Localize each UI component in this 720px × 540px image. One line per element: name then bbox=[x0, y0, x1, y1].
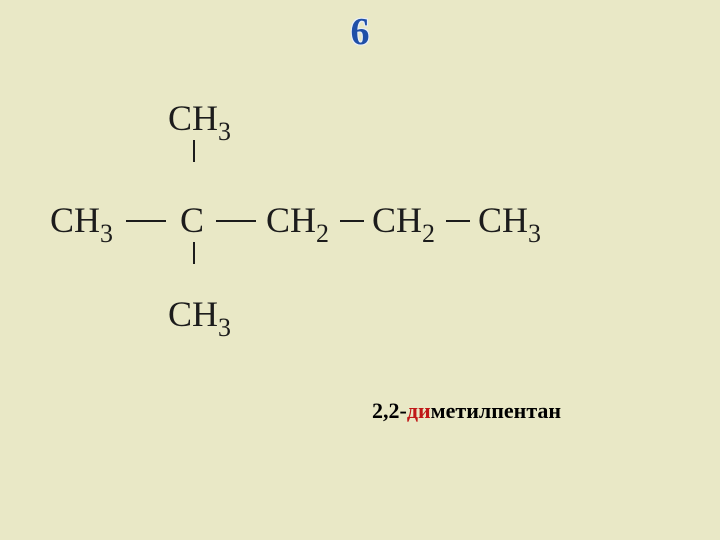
answer-highlight: ди bbox=[407, 398, 431, 423]
page-number: 6 bbox=[351, 10, 370, 54]
bond bbox=[193, 140, 195, 162]
bond bbox=[216, 220, 256, 222]
bond bbox=[340, 220, 364, 222]
atom-right3-ch3: CH3 bbox=[478, 202, 541, 245]
bond bbox=[446, 220, 470, 222]
answer-suffix: метилпентан bbox=[431, 398, 561, 423]
molecule-structure: CH3 C CH3 CH2 CH2 CH3 CH3 bbox=[50, 100, 570, 360]
atom-right1-ch2: CH2 bbox=[266, 202, 329, 245]
atom-center-c: C bbox=[180, 202, 204, 245]
answer-prefix: 2,2- bbox=[372, 398, 407, 423]
bond bbox=[126, 220, 166, 222]
bond bbox=[193, 242, 195, 264]
atom-top-ch3: CH3 bbox=[168, 100, 231, 143]
atom-right2-ch2: CH2 bbox=[372, 202, 435, 245]
atom-bottom-ch3: CH3 bbox=[168, 296, 231, 339]
atom-left-ch3: CH3 bbox=[50, 202, 113, 245]
compound-name: 2,2-диметилпентан bbox=[372, 398, 561, 424]
